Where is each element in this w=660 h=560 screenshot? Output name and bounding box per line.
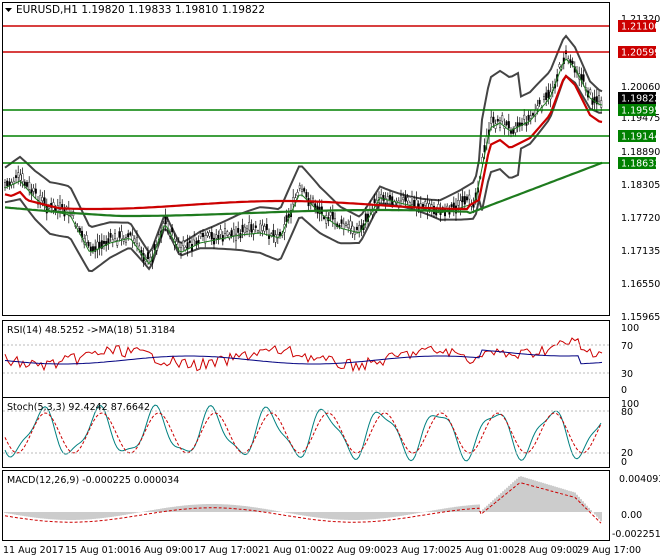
price-tick: 1.19475 [621, 113, 660, 124]
macd-title: MACD(12,26,9) -0.000225 0.000034 [7, 475, 179, 486]
macd-tick: 0.00 [621, 510, 642, 521]
rsi-series [4, 337, 603, 373]
price-panel[interactable] [2, 2, 610, 316]
price-axis: 1.21320 1.20060 1.19475 1.18890 1.18305 … [621, 14, 660, 323]
price-tick: 1.18890 [621, 147, 660, 158]
rsi-tick: 0 [621, 385, 627, 396]
price-tick: 1.16550 [621, 279, 660, 290]
dropdown-arrow-icon[interactable] [5, 8, 12, 12]
rsi-tick: 70 [621, 341, 633, 352]
level-labels: 1.21100 1.20599 1.19822 1.19595 1.19144 … [618, 20, 660, 170]
stoch-tick: 100 [621, 399, 639, 410]
time-label: 22 Aug 09:00 [322, 545, 386, 556]
price-tick: 1.21320 [621, 14, 660, 25]
level-label: 1.19595 [621, 106, 660, 117]
price-tick: 1.17720 [621, 213, 660, 224]
rsi-title: RSI(14) 48.5252 ->MA(18) 51.3184 [7, 325, 175, 336]
rsi-tick: 100 [621, 323, 639, 334]
rsi-panel[interactable] [2, 320, 610, 398]
level-label: 1.20599 [621, 48, 660, 59]
stoch-title: Stoch(5,3,3) 92.4242 87.6642 [7, 402, 150, 413]
price-tick: 1.18305 [621, 180, 660, 191]
time-label: 29 Aug 17:00 [577, 545, 641, 556]
time-label: 21 Aug 01:00 [258, 545, 322, 556]
time-label: 16 Aug 09:00 [129, 545, 193, 556]
time-label: 25 Aug 01:00 [450, 545, 514, 556]
macd-histogram [4, 476, 602, 524]
time-label: 11 Aug 2017 [3, 545, 64, 556]
price-series [3, 34, 603, 273]
current-price-label: 1.19822 [621, 94, 660, 105]
levels [3, 25, 609, 164]
level-label: 1.19144 [621, 132, 660, 143]
macd-tick: 0.004093 [619, 474, 660, 485]
stoch-tick: 80 [621, 407, 633, 418]
time-label: 28 Aug 09:00 [514, 545, 578, 556]
time-label: 23 Aug 17:00 [386, 545, 450, 556]
price-tick: 1.17135 [621, 246, 660, 257]
level-label: 1.21100 [621, 22, 660, 33]
stoch-tick: 0 [621, 457, 627, 468]
level-label: 1.18633 [621, 159, 660, 170]
symbol-title: EURUSD,H1 1.19820 1.19833 1.19810 1.1982… [16, 4, 265, 16]
time-label: 17 Aug 17:00 [194, 545, 258, 556]
stoch-series [4, 404, 602, 462]
time-label: 15 Aug 01:00 [65, 545, 129, 556]
rsi-tick: 30 [621, 369, 633, 380]
price-tick: 1.15965 [621, 312, 660, 323]
price-tick: 1.20060 [621, 82, 660, 93]
time-axis: 11 Aug 2017 15 Aug 01:00 16 Aug 09:00 17… [3, 545, 641, 556]
stoch-tick: 20 [621, 448, 633, 459]
macd-panel[interactable] [2, 470, 610, 541]
macd-tick: -0.002251 [612, 529, 660, 540]
